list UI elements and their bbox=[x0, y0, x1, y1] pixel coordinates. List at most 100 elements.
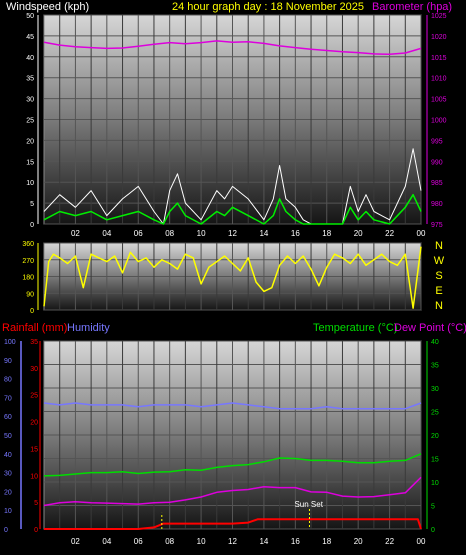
chart-title: 24 hour graph day : 18 November 2025 bbox=[172, 1, 364, 13]
x-tick-label: 18 bbox=[322, 537, 331, 546]
x-tick-label: 16 bbox=[291, 229, 300, 238]
barometer-tick-label: 985 bbox=[431, 180, 443, 187]
humidity-tick-label: 60 bbox=[4, 414, 12, 421]
rain-axis-label: Rainfall (mm) bbox=[2, 322, 67, 334]
wind-series bbox=[43, 40, 422, 225]
x-tick-label: 20 bbox=[354, 537, 363, 546]
humidity-tick-label: 90 bbox=[4, 358, 12, 365]
temperature-tick-label: 30 bbox=[431, 386, 439, 393]
wind-tick-label: 35 bbox=[26, 76, 34, 83]
x-tick-label: 10 bbox=[197, 537, 206, 546]
direction-grid bbox=[44, 242, 422, 311]
humidity-tick-label: 40 bbox=[4, 452, 12, 459]
rain-tick-label: 20 bbox=[30, 420, 38, 427]
x-tick-label: 06 bbox=[134, 537, 143, 546]
rain-tick-label: 5 bbox=[34, 500, 38, 507]
rain-tick-label: 35 bbox=[30, 339, 38, 346]
humidity-tick-label: 80 bbox=[4, 377, 12, 384]
dewpoint-axis-label: Dew Point (°C) bbox=[394, 322, 466, 334]
series-temperature-c bbox=[43, 453, 422, 477]
wind-tick-label: 20 bbox=[26, 138, 34, 145]
rain-tick-label: 15 bbox=[30, 446, 38, 453]
direction-series bbox=[43, 246, 422, 309]
x-tick-label: 12 bbox=[228, 229, 237, 238]
barometer-tick-label: 990 bbox=[431, 159, 443, 166]
compass-e-label: E bbox=[435, 285, 442, 297]
wind-axis-label: Windspeed (kph) bbox=[6, 1, 89, 13]
direction-tick-label: 0 bbox=[30, 308, 34, 315]
barometer-tick-label: 1000 bbox=[431, 118, 447, 125]
wind-grid: 02 04 06 08 10 12 14 16 18 20 22 00 bbox=[44, 14, 426, 238]
direction-tick-label: 90 bbox=[26, 291, 34, 298]
barometer-axis-label: Barometer (hpa) bbox=[372, 1, 452, 13]
humidity-tick-label: 0 bbox=[4, 527, 8, 534]
barometer-tick-label: 1020 bbox=[431, 34, 447, 41]
x-tick-label: 20 bbox=[354, 229, 363, 238]
series-barometer-hpa bbox=[43, 40, 422, 56]
wind-tick-label: 10 bbox=[26, 180, 34, 187]
rain-tick-label: 25 bbox=[30, 393, 38, 400]
humidity-axis-label: Humidity bbox=[67, 322, 110, 334]
sunset-label: Sun Set bbox=[294, 500, 323, 509]
temperature-tick-label: 25 bbox=[431, 410, 439, 417]
barometer-tick-label: 980 bbox=[431, 201, 443, 208]
compass-n-label: N bbox=[435, 300, 443, 312]
series-wind-gust-kph bbox=[43, 148, 422, 225]
x-tick-label: 04 bbox=[102, 537, 111, 546]
series-wind-average-kph bbox=[43, 193, 422, 225]
wind-tick-label: 25 bbox=[26, 118, 34, 125]
humidity-tick-label: 10 bbox=[4, 508, 12, 515]
x-tick-label: 14 bbox=[259, 229, 268, 238]
x-tick-label: 02 bbox=[71, 537, 80, 546]
humidity-tick-label: 20 bbox=[4, 489, 12, 496]
rain-tick-label: 10 bbox=[30, 473, 38, 480]
series-dew-point-c bbox=[43, 476, 422, 507]
direction-tick-label: 180 bbox=[22, 275, 34, 282]
rain-tick-label: 30 bbox=[30, 366, 38, 373]
x-tick-label: 18 bbox=[322, 229, 331, 238]
rain-tick-label: 0 bbox=[34, 527, 38, 534]
wind-tick-label: 45 bbox=[26, 34, 34, 41]
temperature-tick-label: 15 bbox=[431, 457, 439, 464]
x-tick-label: 06 bbox=[134, 229, 143, 238]
climate-grid: 02 04 06 08 10 12 14 16 18 20 22 00 bbox=[44, 340, 426, 546]
barometer-tick-label: 1015 bbox=[431, 55, 447, 62]
barometer-tick-label: 975 bbox=[431, 222, 443, 229]
x-tick-label: 12 bbox=[228, 537, 237, 546]
climate-series bbox=[43, 402, 422, 530]
wind-tick-label: 15 bbox=[26, 159, 34, 166]
humidity-tick-label: 100 bbox=[4, 339, 16, 346]
wind-tick-label: 30 bbox=[26, 97, 34, 104]
barometer-tick-label: 995 bbox=[431, 138, 443, 145]
barometer-tick-label: 1025 bbox=[431, 13, 447, 20]
wind-tick-label: 50 bbox=[26, 13, 34, 20]
climate-axes: 0 5 10 15 20 25 30 35 40 0 10 20 30 40 50 60 70 80 90 100 0 5… bbox=[4, 339, 439, 534]
humidity-tick-label: 70 bbox=[4, 395, 12, 402]
x-tick-label: 22 bbox=[385, 229, 394, 238]
x-tick-label: 00 bbox=[417, 229, 426, 238]
x-tick-label: 08 bbox=[165, 537, 174, 546]
x-tick-label: 10 bbox=[197, 229, 206, 238]
temperature-tick-label: 35 bbox=[431, 363, 439, 370]
temperature-tick-label: 0 bbox=[431, 527, 435, 534]
compass-s-label: S bbox=[435, 270, 442, 282]
wind-tick-label: 0 bbox=[30, 222, 34, 229]
barometer-tick-label: 1005 bbox=[431, 97, 447, 104]
temperature-tick-label: 10 bbox=[431, 480, 439, 487]
x-tick-label: 16 bbox=[291, 537, 300, 546]
series-rainfall-mm bbox=[44, 518, 422, 530]
barometer-tick-label: 1010 bbox=[431, 76, 447, 83]
wind-tick-label: 5 bbox=[30, 201, 34, 208]
temperature-axis-label: Temperature (°C) bbox=[313, 322, 397, 334]
humidity-tick-label: 50 bbox=[4, 433, 12, 440]
series-wind-direction bbox=[43, 246, 422, 309]
temperature-tick-label: 40 bbox=[431, 339, 439, 346]
series-humidity bbox=[43, 402, 422, 410]
wind-axes: 0510152025303540455097598098599099510001… bbox=[26, 13, 446, 229]
humidity-tick-label: 30 bbox=[4, 471, 12, 478]
x-tick-label: 04 bbox=[102, 229, 111, 238]
compass-n-label: N bbox=[435, 240, 443, 252]
compass-w-label: W bbox=[434, 255, 445, 267]
